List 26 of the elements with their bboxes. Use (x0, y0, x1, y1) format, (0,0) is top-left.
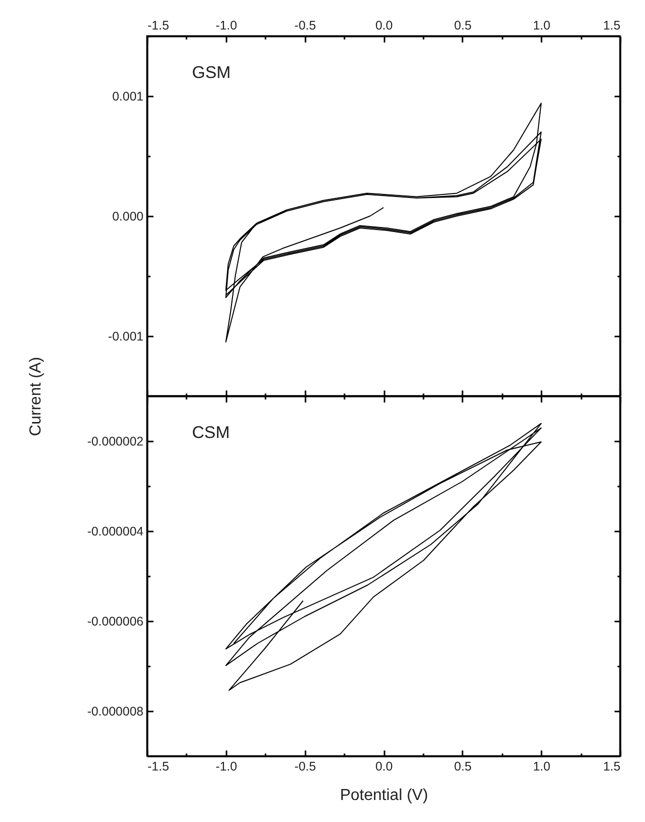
x-tick-label: 1.0 (532, 760, 550, 774)
x-tick-label: 0.0 (375, 760, 393, 774)
line-series (225, 102, 542, 342)
annotation: GSM (192, 63, 231, 82)
x-tick-label: 1.5 (603, 18, 621, 32)
y-axis-title: Current (A) (28, 356, 44, 436)
y-tick-label: -0.000004 (87, 524, 144, 538)
y-tick-label: -0.000006 (87, 614, 144, 628)
y-tick-label: -0.000008 (87, 704, 144, 718)
x-tick-label: 1.5 (603, 760, 621, 774)
x-tick-label: -1.0 (216, 760, 238, 774)
y-tick-label: 0.000 (112, 210, 144, 224)
x-tick-label: -0.5 (294, 18, 316, 32)
y-tick-label: -0.000002 (87, 434, 144, 448)
x-tick-label: -0.5 (294, 760, 316, 774)
y-tick-label: 0.001 (112, 90, 144, 104)
x-tick-label: 0.5 (454, 760, 472, 774)
annotation: CSM (192, 423, 230, 442)
x-axis-title: Potential (V) (340, 787, 428, 804)
x-tick-label: 1.0 (532, 18, 550, 32)
x-tick-label: 0.5 (454, 18, 472, 32)
x-tick-label: -1.5 (148, 760, 170, 774)
x-tick-label: -1.0 (216, 18, 238, 32)
x-tick-label: 0.0 (375, 18, 393, 32)
y-tick-label: -0.001 (108, 330, 144, 344)
x-tick-label: -1.5 (148, 18, 170, 32)
